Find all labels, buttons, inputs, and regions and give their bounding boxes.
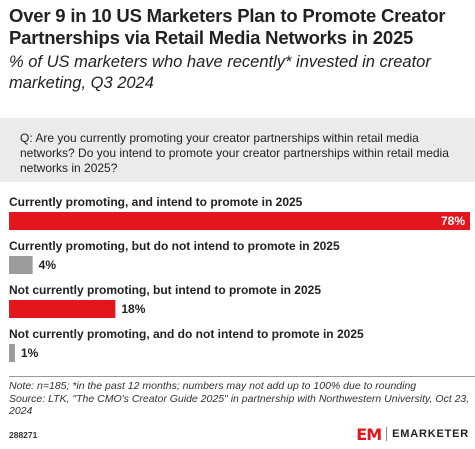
footer-divider — [9, 376, 475, 377]
emarketer-logo: EM EMARKETER — [356, 424, 469, 444]
bar-chart: Currently promoting, and intend to promo… — [9, 195, 470, 362]
survey-question: Q: Are you currently promoting your crea… — [0, 118, 475, 182]
value-label: 1% — [21, 346, 39, 360]
value-label: 4% — [39, 258, 57, 272]
bar — [9, 344, 15, 362]
bar — [9, 300, 116, 318]
category-label: Not currently promoting, and do not inte… — [9, 327, 364, 341]
footnote: Note: n=185; *in the past 12 months; num… — [9, 380, 471, 418]
chart-subtitle: % of US marketers who have recently* inv… — [9, 53, 431, 92]
logo-text: EMARKETER — [392, 428, 469, 440]
bar — [9, 212, 470, 230]
logo-divider — [386, 427, 388, 441]
chart-title: Over 9 in 10 US Marketers Plan to Promot… — [9, 5, 446, 48]
value-label: 78% — [441, 214, 465, 228]
value-label: 18% — [121, 302, 145, 316]
category-label: Currently promoting, but do not intend t… — [9, 239, 340, 253]
note-text: Note: n=185; *in the past 12 months; num… — [9, 380, 417, 392]
category-label: Not currently promoting, but intend to p… — [9, 283, 321, 297]
category-label: Currently promoting, and intend to promo… — [9, 195, 303, 209]
bar — [9, 256, 33, 274]
em-logo-icon: EM — [356, 424, 382, 444]
source-text: Source: LTK, "The CMO's Creator Guide 20… — [9, 392, 470, 418]
chart-id: 288271 — [9, 430, 38, 440]
